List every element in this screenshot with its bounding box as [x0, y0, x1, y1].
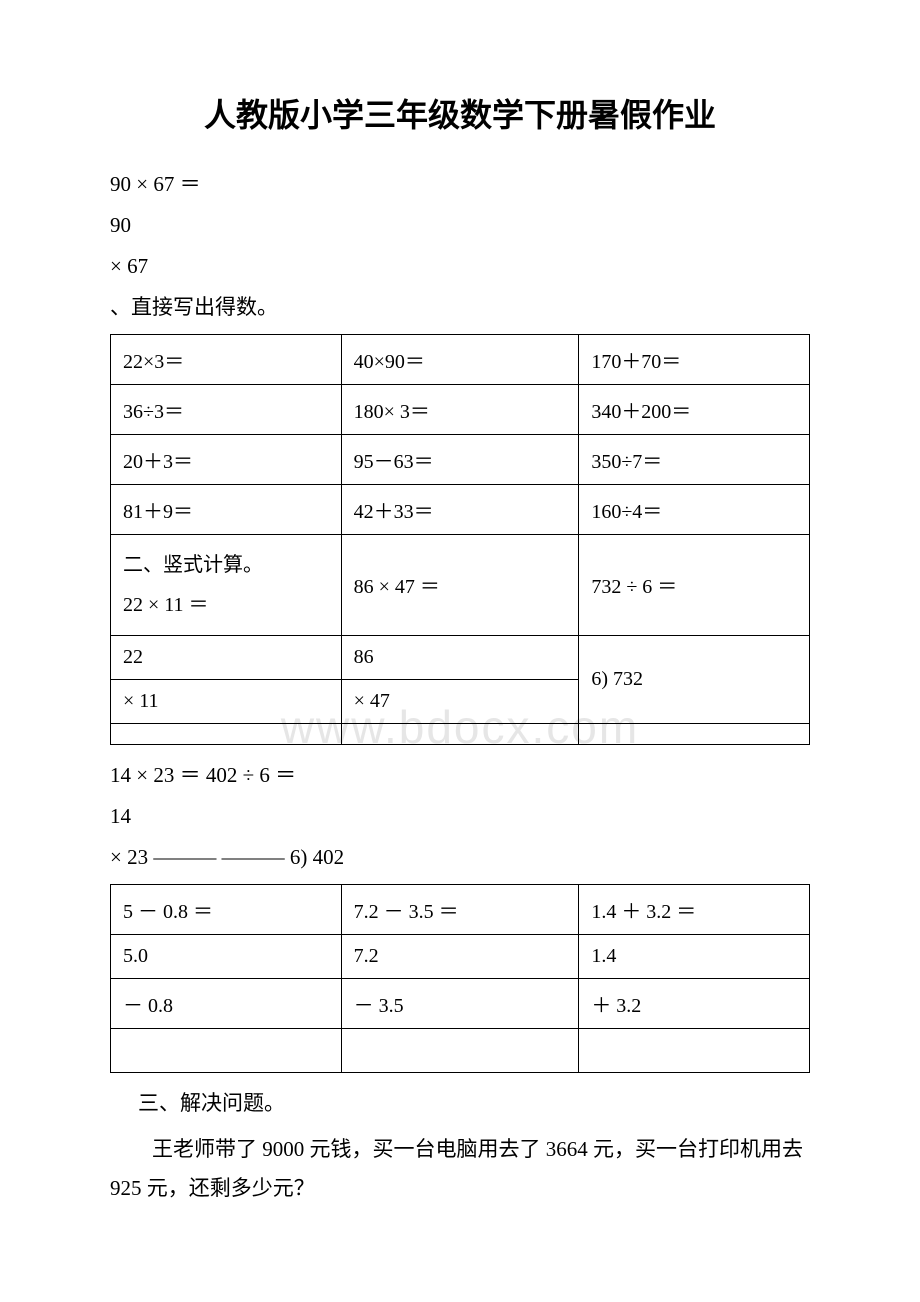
pre-line-3: × 67 [110, 246, 810, 287]
cell: 22×3＝ [111, 334, 342, 384]
table-row [111, 1028, 810, 1072]
table-row: 36÷3＝ 180× 3＝ 340＋200＝ [111, 384, 810, 434]
cell [341, 723, 579, 744]
cell: 40×90＝ [341, 334, 579, 384]
cell: 20＋3＝ [111, 434, 342, 484]
table-2: 5 － 0.8 ＝ 7.2 － 3.5 ＝ 1.4 ＋ 3.2 ＝ 5.0 7.… [110, 884, 810, 1073]
mid-line-2: 14 [110, 796, 810, 837]
cell: 1.4 ＋ 3.2 ＝ [579, 884, 810, 934]
cell: － 3.5 [341, 978, 579, 1028]
cell: 350÷7＝ [579, 434, 810, 484]
mid-line-1: 14 × 23 ＝ 402 ÷ 6 ＝ [110, 755, 810, 796]
cell [579, 723, 810, 744]
pre-line-2: 90 [110, 205, 810, 246]
cell: × 11 [111, 679, 342, 723]
cell: 86 [341, 635, 579, 679]
cell [579, 1028, 810, 1072]
section-2-heading: 二、竖式计算。 [123, 554, 263, 576]
table-row: 5.0 7.2 1.4 [111, 934, 810, 978]
cell: 22 [111, 635, 342, 679]
cell: 36÷3＝ [111, 384, 342, 434]
cell: 二、竖式计算。 22 × 11 ＝ [111, 534, 342, 635]
table-row: 二、竖式计算。 22 × 11 ＝ 86 × 47 ＝ 732 ÷ 6 ＝ [111, 534, 810, 635]
cell: 5.0 [111, 934, 342, 978]
table-1: 22×3＝ 40×90＝ 170＋70＝ 36÷3＝ 180× 3＝ 340＋2… [110, 334, 810, 745]
cell: ＋ 3.2 [579, 978, 810, 1028]
cell: 170＋70＝ [579, 334, 810, 384]
table-row: 20＋3＝ 95－63＝ 350÷7＝ [111, 434, 810, 484]
cell: 340＋200＝ [579, 384, 810, 434]
cell: 7.2 － 3.5 ＝ [341, 884, 579, 934]
cell [341, 1028, 579, 1072]
word-problem: 王老师带了 9000 元钱，买一台电脑用去了 3664 元，买一台打印机用去 9… [110, 1130, 810, 1210]
page-title: 人教版小学三年级数学下册暑假作业 [110, 90, 810, 136]
cell: 1.4 [579, 934, 810, 978]
section-1-heading: 、直接写出得数。 [110, 287, 810, 328]
cell-text: 22 × 11 ＝ [123, 594, 209, 616]
cell: 95－63＝ [341, 434, 579, 484]
table-row: 81＋9＝ 42＋33＝ 160÷4＝ [111, 484, 810, 534]
cell: － 0.8 [111, 978, 342, 1028]
cell [111, 723, 342, 744]
cell: 5 － 0.8 ＝ [111, 884, 342, 934]
cell: 6) 732 [579, 635, 810, 723]
cell: × 47 [341, 679, 579, 723]
table-row: － 0.8 － 3.5 ＋ 3.2 [111, 978, 810, 1028]
cell: 7.2 [341, 934, 579, 978]
section-3-heading: 三、解决问题。 [110, 1083, 810, 1124]
cell [111, 1028, 342, 1072]
table-row [111, 723, 810, 744]
cell: 160÷4＝ [579, 484, 810, 534]
cell: 732 ÷ 6 ＝ [579, 534, 810, 635]
table-row: 22×3＝ 40×90＝ 170＋70＝ [111, 334, 810, 384]
cell: 86 × 47 ＝ [341, 534, 579, 635]
table-row: 5 － 0.8 ＝ 7.2 － 3.5 ＝ 1.4 ＋ 3.2 ＝ [111, 884, 810, 934]
pre-line-1: 90 × 67 ＝ [110, 164, 810, 205]
cell: 180× 3＝ [341, 384, 579, 434]
table-row: 22 86 6) 732 [111, 635, 810, 679]
cell: 42＋33＝ [341, 484, 579, 534]
mid-line-3: × 23 ——— ——— 6) 402 [110, 837, 810, 878]
cell: 81＋9＝ [111, 484, 342, 534]
